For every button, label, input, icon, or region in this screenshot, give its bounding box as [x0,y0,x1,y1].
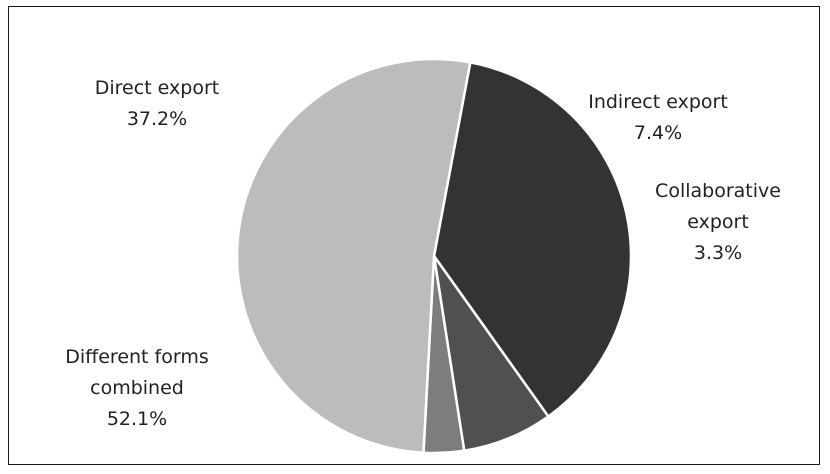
pie-slice-4 [235,57,472,455]
pie-category-label: combined [90,377,184,399]
pie-category-label: Direct export [95,77,219,99]
pie-category-label: export [687,211,749,233]
pie-value-label: 52.1% [107,408,167,430]
pie-labels: Direct export 37.2% Indirect export 7.4% Col… [65,77,781,430]
pie-slice-label-2: Indirect export 7.4% [588,91,728,144]
pie-slice-label-4: Different forms combined 52.1% [65,346,209,430]
pie-value-label: 7.4% [634,122,682,144]
pie-value-label: 37.2% [127,108,187,130]
pie-value-label: 3.3% [694,242,742,264]
pie-slices [235,57,633,455]
pie-category-label: Collaborative [655,180,781,202]
pie-category-label: Different forms [65,346,209,368]
pie-slice-label-1: Direct export 37.2% [95,77,219,130]
pie-slice-1 [432,60,633,419]
pie-category-label: Indirect export [588,91,728,113]
pie-slice-label-3: Collaborative export 3.3% [655,180,781,264]
